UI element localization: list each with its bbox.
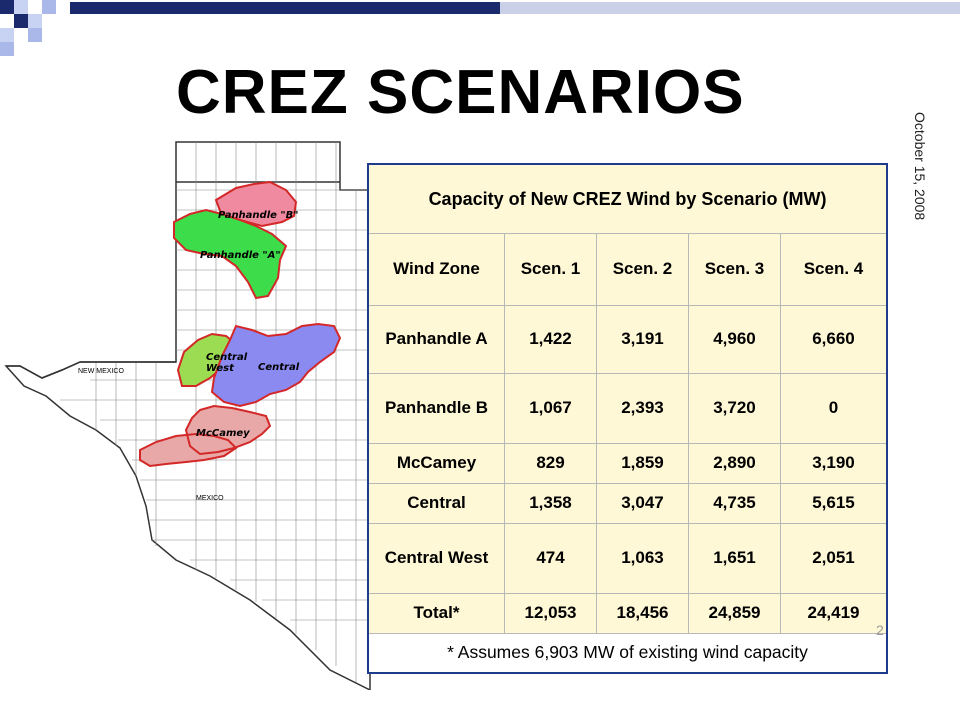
zone-cell: Central — [368, 483, 505, 524]
table-caption-row: Capacity of New CREZ Wind by Scenario (M… — [368, 164, 887, 234]
value-cell: 3,191 — [596, 305, 689, 374]
mccamey-zone — [139, 404, 272, 468]
value-cell: 2,890 — [688, 443, 781, 484]
table-row: Panhandle A 1,422 3,191 4,960 6,660 — [368, 305, 887, 374]
zone-cell: Central West — [368, 523, 505, 594]
central-west-label-line1: Central — [206, 352, 248, 363]
table-row: Central 1,358 3,047 4,735 5,615 — [368, 483, 887, 524]
value-cell: 474 — [504, 523, 597, 594]
value-cell: 5,615 — [780, 483, 887, 524]
value-cell: 6,660 — [780, 305, 887, 374]
table-footnote-row: * Assumes 6,903 MW of existing wind capa… — [368, 633, 887, 673]
mccamey-label: McCamey — [196, 428, 250, 439]
value-cell: 2,051 — [780, 523, 887, 594]
value-cell: 1,067 — [504, 373, 597, 444]
table-total-row: Total* 12,053 18,456 24,859 24,419 — [368, 593, 887, 634]
value-cell: 1,063 — [596, 523, 689, 594]
page-number: 2 — [876, 622, 884, 638]
value-cell: 18,456 — [596, 593, 689, 634]
table-row: McCamey 829 1,859 2,890 3,190 — [368, 443, 887, 484]
date-label: October 15, 2008 — [912, 112, 928, 221]
slide-title: CREZ SCENARIOS — [176, 58, 745, 127]
mexico-label: MEXICO — [196, 495, 224, 502]
value-cell: 4,960 — [688, 305, 781, 374]
zone-cell: Panhandle B — [368, 373, 505, 444]
texas-crez-map: NEW MEXICO MEXICO Panhandle "B" Panhandl… — [4, 141, 371, 690]
table-footnote: * Assumes 6,903 MW of existing wind capa… — [368, 633, 887, 673]
panhandle-b-label: Panhandle "B" — [218, 210, 298, 221]
header-cell: Scen. 1 — [504, 233, 597, 306]
header-cell: Scen. 3 — [688, 233, 781, 306]
zone-cell: McCamey — [368, 443, 505, 484]
value-cell: 1,422 — [504, 305, 597, 374]
central-west-label-line2: West — [206, 363, 235, 374]
new-mexico-label: NEW MEXICO — [78, 368, 124, 375]
zone-cell: Panhandle A — [368, 305, 505, 374]
value-cell: 0 — [780, 373, 887, 444]
value-cell: 3,190 — [780, 443, 887, 484]
value-cell: 1,651 — [688, 523, 781, 594]
central-zone — [210, 322, 342, 408]
table-row: Central West 474 1,063 1,651 2,051 — [368, 523, 887, 594]
value-cell: 1,859 — [596, 443, 689, 484]
value-cell: 3,720 — [688, 373, 781, 444]
value-cell: 829 — [504, 443, 597, 484]
value-cell: 1,358 — [504, 483, 597, 524]
capacity-table: Capacity of New CREZ Wind by Scenario (M… — [367, 163, 888, 674]
header-cell: Wind Zone — [368, 233, 505, 306]
table-row: Panhandle B 1,067 2,393 3,720 0 — [368, 373, 887, 444]
header-cell: Scen. 4 — [780, 233, 887, 306]
table-header-row: Wind Zone Scen. 1 Scen. 2 Scen. 3 Scen. … — [368, 233, 887, 306]
header-cell: Scen. 2 — [596, 233, 689, 306]
value-cell: 12,053 — [504, 593, 597, 634]
value-cell: 3,047 — [596, 483, 689, 524]
central-label: Central — [258, 362, 300, 373]
value-cell: 2,393 — [596, 373, 689, 444]
panhandle-a-label: Panhandle "A" — [200, 250, 281, 261]
zone-cell: Total* — [368, 593, 505, 634]
value-cell: 24,419 — [780, 593, 887, 634]
table-caption: Capacity of New CREZ Wind by Scenario (M… — [368, 164, 887, 234]
panhandle-a-zone — [173, 208, 288, 300]
value-cell: 24,859 — [688, 593, 781, 634]
value-cell: 4,735 — [688, 483, 781, 524]
